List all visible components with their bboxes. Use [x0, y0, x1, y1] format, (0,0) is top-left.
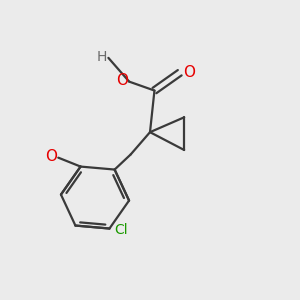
- Text: O: O: [183, 65, 195, 80]
- Text: O: O: [45, 149, 57, 164]
- Text: Cl: Cl: [114, 223, 128, 237]
- Text: H: H: [97, 50, 107, 64]
- Text: O: O: [116, 73, 128, 88]
